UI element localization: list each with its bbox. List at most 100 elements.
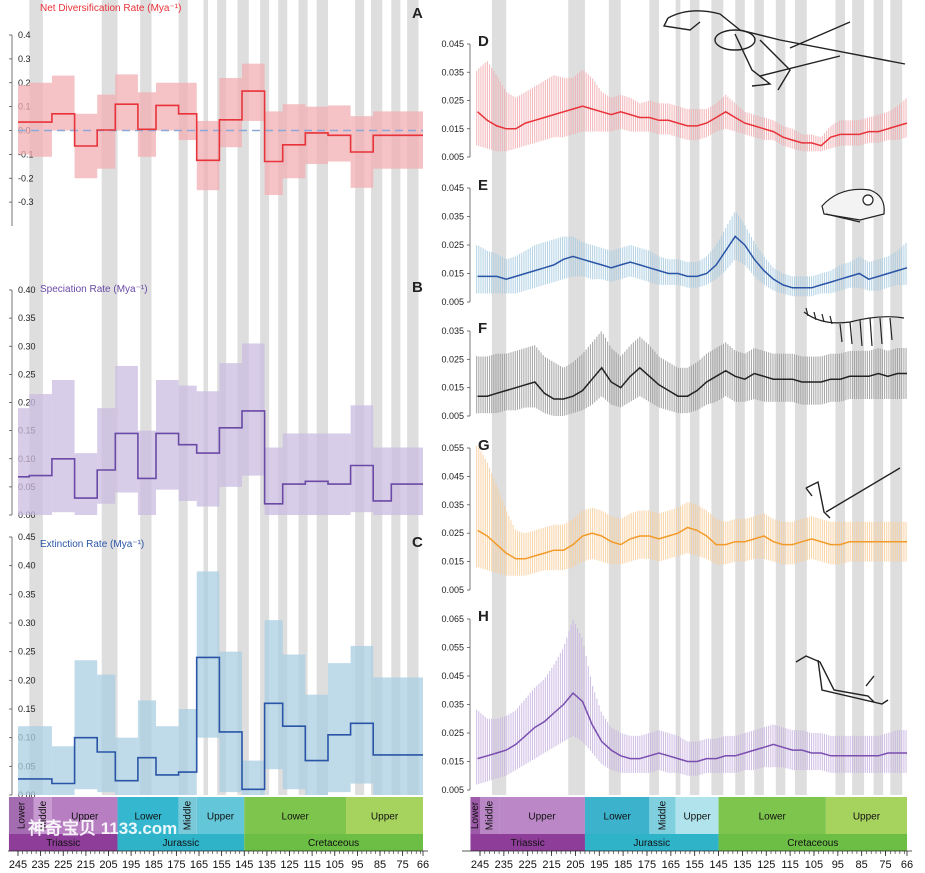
gray-band [608, 0, 621, 795]
gray-band [890, 0, 903, 795]
panel-E: 0.045 0.035 0.025 0.015 0.005 E [441, 177, 908, 307]
gray-band [754, 0, 764, 795]
gray-band [140, 0, 152, 795]
y-tick-label: 0.015 [441, 124, 464, 134]
gray-band [689, 0, 700, 795]
ci-bar [219, 77, 242, 148]
panel-title: Extinction Rate (Mya⁻¹) [40, 539, 144, 550]
ci-bar [137, 92, 157, 157]
panel-H: 0.065 0.055 0.045 0.035 0.025 0.015 0.005 H [441, 608, 907, 795]
epoch-cell [244, 797, 347, 834]
epoch-cell [117, 797, 179, 834]
x-tick-label: 135 [258, 859, 276, 871]
right-timescale: Lower Middle Upper Lower Middle Upper Lower Upp… [462, 797, 913, 871]
ci-bar [51, 746, 75, 795]
ci-bar [178, 82, 197, 141]
panel-letter: A [412, 5, 423, 22]
period-cell [584, 834, 719, 851]
theropod-skeleton-icon [662, 10, 906, 91]
x-tick-label: 85 [374, 859, 386, 871]
ci-bar [411, 447, 423, 515]
x-tick-label: 75 [397, 859, 409, 871]
period-cell [470, 834, 585, 851]
x-tick-label: 245 [471, 859, 489, 871]
y-tick-label: 0.005 [441, 152, 464, 162]
y-tick-label: -0.2 [18, 173, 34, 183]
epoch-label: Upper [207, 812, 235, 823]
ci-bar [282, 654, 306, 790]
rate-step-line [18, 656, 423, 791]
ci-bar [18, 408, 30, 515]
y-tick-label: 0.15 [18, 704, 36, 714]
y-tick-label: 0.015 [441, 557, 464, 567]
y-tick-label: 0.25 [18, 647, 36, 657]
y-tick-label: 0.035 [441, 212, 464, 222]
gray-band [568, 0, 585, 795]
gray-band [407, 0, 419, 795]
panel-D: 0.045 0.035 0.025 0.015 0.005 D [441, 33, 908, 162]
epoch-cell [470, 797, 480, 834]
ci-bar [264, 620, 283, 770]
ci-bar [241, 343, 265, 476]
y-tick-label: 0.015 [441, 757, 464, 767]
right-panels: 0.045 0.035 0.025 0.015 0.005 D 0.045 0.035 0.02… [441, 33, 913, 871]
epoch-label: Upper [528, 812, 556, 823]
period-cell [8, 834, 118, 851]
epoch-cell [178, 797, 197, 834]
ci-bar [241, 63, 265, 121]
ci-bar [282, 104, 306, 179]
epoch-label: Upper [853, 812, 881, 823]
gray-band [278, 0, 288, 795]
epoch-cell [675, 797, 719, 834]
ci-bar [327, 433, 351, 515]
x-tick-label: 205 [99, 859, 117, 871]
y-tick-label: 0.40 [18, 561, 36, 571]
period-cell [718, 834, 907, 851]
epoch-cell [499, 797, 585, 834]
ci-bar [327, 663, 351, 793]
y-tick-label: 0.4 [18, 30, 31, 40]
ci-bar [219, 363, 242, 487]
y-tick-label: 0.025 [441, 728, 464, 738]
panel-letter: G [478, 437, 490, 454]
y-tick-label: 0.20 [18, 398, 36, 408]
y-tick-label: 0.40 [18, 285, 36, 295]
y-tick-label: 0.055 [441, 643, 464, 653]
y-tick-label: -0.3 [18, 197, 34, 207]
x-tick-label: 245 [9, 859, 27, 871]
ci-bar [156, 380, 179, 490]
epoch-cell [718, 797, 826, 834]
x-tick-label: 145 [235, 859, 253, 871]
y-tick-label: 0.035 [441, 67, 464, 77]
panel-title: Net Diversification Rate (Mya⁻¹) [40, 3, 181, 14]
ci-bar [411, 111, 423, 169]
period-label: Jurassic [633, 838, 670, 849]
y-tick-label: 0.035 [441, 500, 464, 510]
ci-bar [18, 726, 30, 795]
period-cell [117, 834, 245, 851]
y-tick-label: 0.015 [441, 383, 464, 393]
x-tick-label: 115 [303, 859, 321, 871]
x-tick-label: 165 [662, 859, 680, 871]
epoch-cell [825, 797, 907, 834]
panel-letter: E [478, 177, 488, 194]
epoch-cell [346, 797, 423, 834]
ci-bar [115, 365, 138, 493]
ci-bar [178, 709, 197, 795]
y-tick-label: 0.2 [18, 78, 31, 88]
epoch-cell [8, 797, 34, 834]
epoch-label: Middle [183, 800, 194, 830]
ci-bar [29, 82, 52, 157]
ci-bar [137, 700, 157, 795]
y-tick-label: 0.025 [441, 240, 464, 250]
x-tick-label: 85 [856, 859, 868, 871]
x-tick-label: 195 [122, 859, 140, 871]
epoch-label: Lower [470, 801, 481, 829]
mean-line [477, 526, 907, 560]
ci-bar [305, 694, 328, 795]
y-tick-label: 0.25 [18, 369, 36, 379]
ci-bar [373, 111, 392, 169]
mean-line [477, 366, 907, 400]
